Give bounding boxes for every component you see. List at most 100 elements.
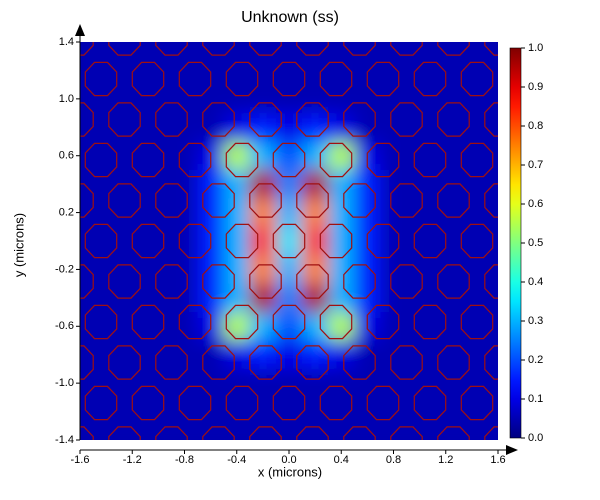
hole-outline xyxy=(413,61,447,97)
colorbar-tick-label: 0.4 xyxy=(528,276,543,288)
heat-cell xyxy=(145,42,172,57)
y-tick-label: 1.0 xyxy=(59,93,74,105)
heat-cell xyxy=(484,141,498,171)
hole-outline xyxy=(249,345,282,380)
hole-outline xyxy=(390,183,423,218)
hole-outline xyxy=(367,0,398,15)
x-tick-label: -0.4 xyxy=(227,454,246,466)
heat-cell xyxy=(484,226,498,256)
hole-outline xyxy=(366,142,400,178)
heat-cell xyxy=(328,255,355,285)
colorbar-tick-label: 0.1 xyxy=(528,393,543,405)
heat-cell xyxy=(197,198,225,228)
heat-cell xyxy=(275,397,303,427)
hole-outline xyxy=(15,103,46,136)
heat-cell xyxy=(484,169,498,199)
hole-outline xyxy=(460,142,494,178)
heat-cell xyxy=(171,425,199,440)
heat-cell xyxy=(302,198,329,228)
heat-cell xyxy=(223,368,251,398)
hole-outline xyxy=(579,103,600,136)
hole-outline xyxy=(437,264,470,299)
colorbar-tick-label: 0.5 xyxy=(528,237,543,249)
heat-cell xyxy=(458,42,486,57)
hole-outline xyxy=(132,467,163,500)
heat-cell xyxy=(119,368,146,398)
heat-cell xyxy=(328,169,355,199)
hole-outline xyxy=(437,426,470,440)
hole-outline xyxy=(249,183,282,218)
hole-outline xyxy=(132,0,163,15)
heat-cell xyxy=(223,141,251,171)
heat-cell xyxy=(223,340,251,370)
y-tick-label: -0.2 xyxy=(55,263,74,275)
hole-outline xyxy=(390,426,423,440)
heat-cell xyxy=(275,198,303,228)
heat-cell xyxy=(223,169,251,199)
heat-cell xyxy=(484,312,498,341)
hole-outline xyxy=(555,224,586,257)
heat-cell xyxy=(275,84,303,114)
hole-outline xyxy=(178,61,212,97)
heat-cell xyxy=(380,368,408,398)
heat-cell xyxy=(484,56,498,86)
hole-outline xyxy=(484,345,498,380)
heat-cell xyxy=(93,141,120,171)
heat-cell xyxy=(223,42,251,57)
hole-outline xyxy=(320,467,351,500)
heat-cell xyxy=(119,42,146,57)
hole-outline xyxy=(579,346,600,379)
hole-outline xyxy=(296,426,329,440)
heat-cell xyxy=(380,56,408,86)
heat-cell xyxy=(458,340,486,370)
heat-cell xyxy=(80,169,94,199)
y-tick-label: -1.0 xyxy=(55,377,74,389)
heat-cell xyxy=(380,141,408,171)
hole-outline xyxy=(366,385,400,421)
hole-outline xyxy=(155,102,188,137)
hole-outline xyxy=(296,183,329,218)
heat-cell xyxy=(380,113,408,142)
heat-cell xyxy=(328,84,355,114)
hole-outline xyxy=(0,143,23,176)
hole-outline xyxy=(155,345,188,380)
heat-cell xyxy=(93,226,120,256)
hole-outline xyxy=(179,467,210,500)
heat-cell xyxy=(249,312,277,341)
hole-outline xyxy=(343,426,376,440)
heat-cell xyxy=(380,340,408,370)
heat-cell xyxy=(93,169,120,199)
heat-cell xyxy=(275,226,303,256)
hole-outline xyxy=(178,223,212,259)
heat-cell xyxy=(458,226,486,256)
hole-outline xyxy=(15,427,46,460)
heat-cell xyxy=(171,198,199,228)
heat-cell xyxy=(93,340,120,370)
hole-outline xyxy=(461,0,492,15)
heat-cell xyxy=(328,226,355,256)
hole-outline xyxy=(108,102,141,137)
hole-outline xyxy=(508,467,539,500)
hole-outline xyxy=(390,102,423,137)
hole-outline xyxy=(38,467,69,500)
hole-outline xyxy=(414,467,445,500)
heat-cell xyxy=(458,169,486,199)
heat-cell xyxy=(328,283,355,313)
colorbar-tick-label: 0.9 xyxy=(528,81,543,93)
heat-cell xyxy=(93,312,120,341)
heat-cell xyxy=(380,397,408,427)
heat-cell xyxy=(197,255,225,285)
heat-cell xyxy=(249,198,277,228)
hole-outline xyxy=(413,223,447,259)
hole-outline xyxy=(131,223,165,259)
hole-outline xyxy=(225,304,259,340)
heat-cell xyxy=(119,84,146,114)
heat-cell xyxy=(119,340,146,370)
heat-cell xyxy=(328,312,355,341)
heat-cell xyxy=(171,255,199,285)
hole-outline xyxy=(179,0,210,15)
heat-cell xyxy=(249,113,277,142)
heat-cell xyxy=(145,56,172,86)
heat-cell xyxy=(249,42,277,57)
